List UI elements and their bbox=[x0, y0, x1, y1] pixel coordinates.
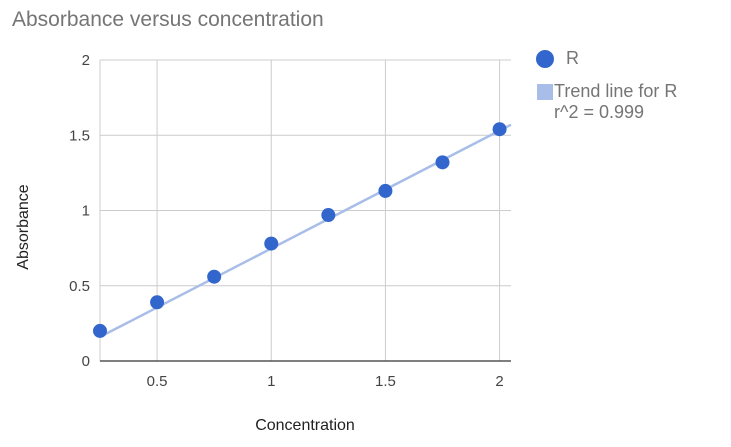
grid-lines bbox=[99, 59, 511, 361]
x-axis-label: Concentration bbox=[255, 417, 355, 434]
legend-dot-icon bbox=[536, 50, 554, 68]
y-axis-label: Absorbance bbox=[15, 184, 32, 269]
y-tick-label: 1.5 bbox=[69, 127, 90, 144]
legend-square-icon bbox=[537, 84, 553, 100]
legend-trendline-label: Trend line for R bbox=[554, 81, 678, 101]
legend-series-label: R bbox=[566, 48, 579, 68]
data-point[interactable] bbox=[264, 236, 279, 251]
y-tick-label: 0 bbox=[82, 353, 90, 370]
legend: R Trend line for R r^2 = 0.999 bbox=[536, 48, 726, 135]
data-point[interactable] bbox=[378, 183, 393, 198]
data-point[interactable] bbox=[492, 122, 507, 137]
x-tick-label: 1.5 bbox=[375, 373, 396, 390]
x-tick-label: 1 bbox=[267, 373, 275, 390]
chart-title: Absorbance versus concentration bbox=[12, 8, 324, 31]
x-tick-label: 2 bbox=[495, 373, 503, 390]
data-point[interactable] bbox=[93, 323, 107, 338]
data-point[interactable] bbox=[207, 269, 222, 284]
y-tick-label: 2 bbox=[82, 52, 90, 69]
data-point[interactable] bbox=[150, 295, 165, 310]
x-tick-label: 0.5 bbox=[147, 373, 168, 390]
y-tick-label: 1 bbox=[82, 203, 90, 220]
legend-trendline-text: Trend line for R r^2 = 0.999 bbox=[554, 81, 677, 123]
legend-item-trendline[interactable]: Trend line for R r^2 = 0.999 bbox=[536, 81, 726, 123]
y-tick-label: 0.5 bbox=[69, 278, 90, 295]
data-point[interactable] bbox=[435, 155, 450, 170]
data-point[interactable] bbox=[321, 208, 336, 223]
legend-r2-label: r^2 = 0.999 bbox=[554, 102, 645, 122]
data-points bbox=[93, 122, 507, 338]
legend-item-series[interactable]: R bbox=[536, 48, 726, 69]
tick-labels: 0 0.5 1 1.5 2 0.5 1 1.5 2 bbox=[69, 52, 504, 390]
